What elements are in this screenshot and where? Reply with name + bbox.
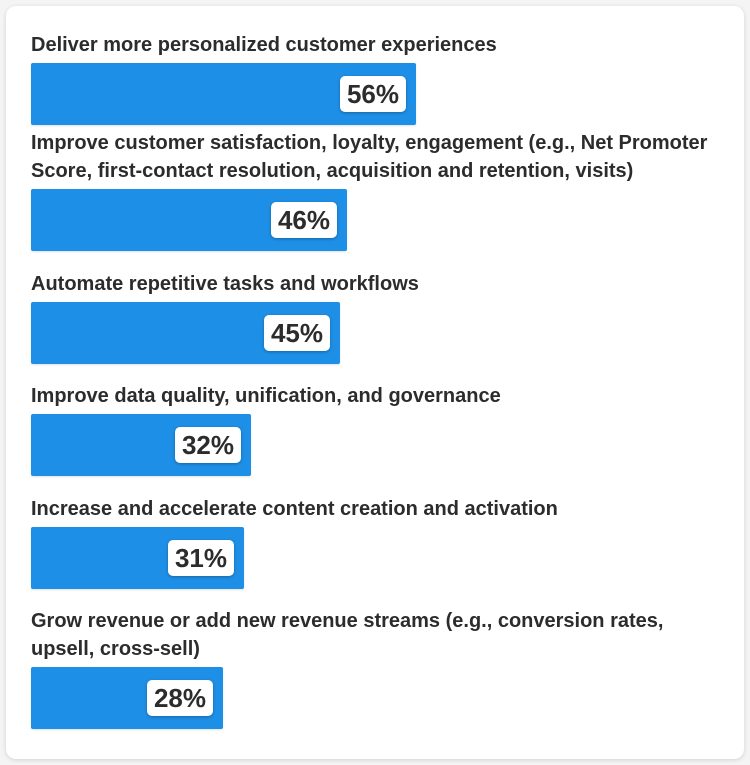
bar-label: Increase and accelerate content creation… bbox=[31, 498, 558, 520]
bar-label: Grow revenue or add new revenue streams … bbox=[31, 610, 664, 660]
bar: 46% bbox=[31, 189, 347, 251]
bar: 56% bbox=[31, 63, 416, 125]
bar-value-label: 32% bbox=[174, 427, 241, 463]
bar-label: Deliver more personalized customer exper… bbox=[31, 34, 497, 56]
bar-label: Improve data quality, unification, and g… bbox=[31, 385, 501, 407]
bar-value-label: 31% bbox=[167, 540, 234, 576]
bar: 31% bbox=[31, 527, 244, 589]
bar: 45% bbox=[31, 302, 340, 364]
bar-label: Improve customer satisfaction, loyalty, … bbox=[31, 132, 708, 182]
bar-item-6: Grow revenue or add new revenue streams … bbox=[31, 607, 711, 729]
bar-label: Automate repetitive tasks and workflows bbox=[31, 273, 419, 295]
bar-item-1: Deliver more personalized customer exper… bbox=[31, 31, 711, 125]
bar-value-label: 46% bbox=[270, 202, 337, 238]
chart-card: Deliver more personalized customer exper… bbox=[6, 6, 744, 759]
bar-item-5: Increase and accelerate content creation… bbox=[31, 495, 711, 589]
bar-value-label: 56% bbox=[339, 76, 406, 112]
bar-item-2: Improve customer satisfaction, loyalty, … bbox=[31, 129, 711, 251]
bar-item-3: Automate repetitive tasks and workflows … bbox=[31, 270, 711, 364]
bar: 28% bbox=[31, 667, 223, 729]
bar-item-4: Improve data quality, unification, and g… bbox=[31, 382, 711, 476]
bar-value-label: 45% bbox=[263, 315, 330, 351]
bar-value-label: 28% bbox=[146, 680, 213, 716]
bar: 32% bbox=[31, 414, 251, 476]
